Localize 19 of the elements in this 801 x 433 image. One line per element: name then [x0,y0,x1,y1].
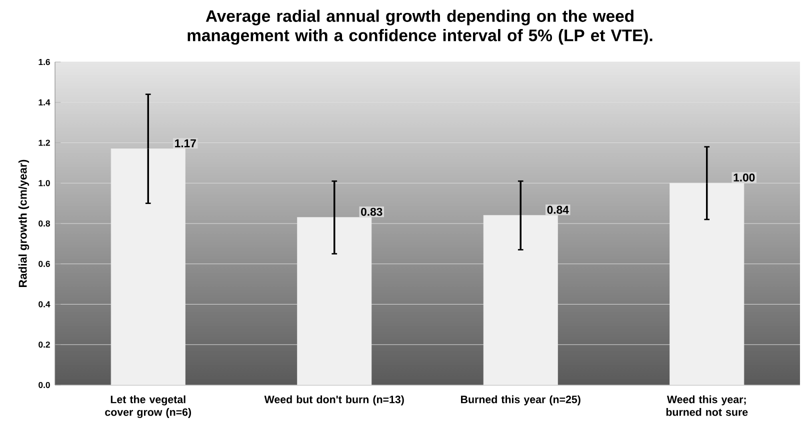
x-tick-label: Weed this year; burned not sure [666,395,748,416]
y-tick-label: 0.6 [38,260,50,267]
y-tick-label: 0.0 [38,382,50,388]
x-tick-label: Weed but don't burn (n=13) [264,395,404,406]
y-tick-label: 0.2 [38,342,50,348]
y-tick-label: 0.4 [38,301,50,308]
y-tick-label: 0.8 [38,220,50,227]
x-tick-label: Let the vegetal cover grow (n=6) [105,395,191,418]
data-label: 0.84 [547,206,569,214]
chart-title: Average radial annual growth depending on the weed management with a confidence interval of 5% (LP et VTE). [188,10,652,45]
y-tick-label: 1.0 [38,180,50,186]
data-label: 0.83 [361,208,382,216]
y-axis-title: Radial growth (cm/year) [18,160,30,287]
y-tick-label: 1.2 [38,140,50,146]
x-tick-label: Burned this year (n=25) [461,395,580,406]
data-label: 1.17 [175,139,196,148]
data-label: 1.00 [734,174,755,182]
y-tick-label: 1.4 [38,99,50,106]
y-tick-label: 1.6 [38,58,50,66]
